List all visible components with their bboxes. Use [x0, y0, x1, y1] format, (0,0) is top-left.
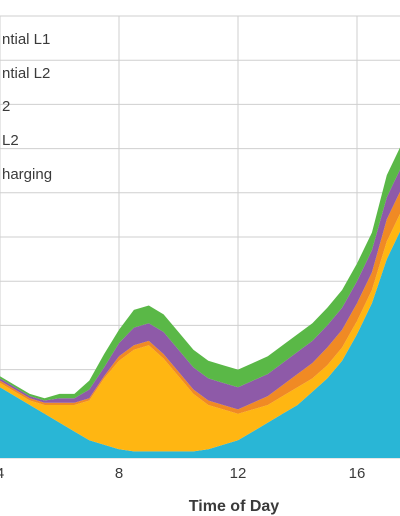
x-axis-label: Time of Day	[189, 498, 280, 515]
x-tick-label: 12	[230, 465, 247, 482]
x-tick-label: 16	[349, 465, 366, 482]
legend-label: 2	[2, 98, 10, 115]
legend-label: ntial L1	[2, 31, 50, 48]
area-series-2	[0, 213, 400, 452]
area-series-5	[0, 147, 400, 401]
x-axis-ticks: 4 8 12 16	[0, 465, 365, 482]
x-tick-label: 8	[115, 465, 123, 482]
x-tick-label: 4	[0, 465, 4, 482]
legend-label: L2	[2, 132, 19, 149]
legend: ntial L1 ntial L2 2 L2 harging	[2, 31, 52, 183]
area-series-1	[0, 231, 400, 458]
legend-label: harging	[2, 166, 52, 183]
area-layers	[0, 147, 400, 458]
legend-label: ntial L2	[2, 65, 50, 82]
